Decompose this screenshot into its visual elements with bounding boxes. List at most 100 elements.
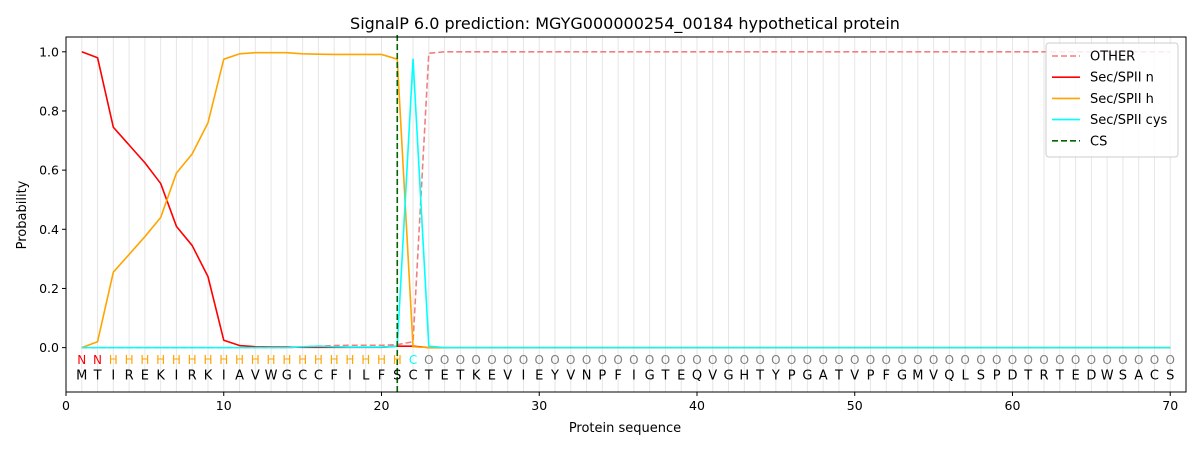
sequence-letter: E <box>1071 369 1079 384</box>
y-axis-label: Probability <box>15 180 30 249</box>
sequence-letter: P <box>867 369 875 384</box>
x-tick-label: 70 <box>1162 398 1178 413</box>
sequence-letter: G <box>723 369 733 384</box>
x-tick-label: 50 <box>847 398 863 413</box>
sequence-letter: T <box>1023 369 1032 384</box>
state-letter: O <box>629 353 638 367</box>
sequence-letter: Y <box>771 369 780 384</box>
state-letter: O <box>503 353 512 367</box>
state-letter: H <box>298 353 307 367</box>
y-tick-label: 0.6 <box>39 163 59 178</box>
legend: OTHER Sec/SPII n Sec/SPII h Sec/SPII cys CS <box>1045 42 1179 158</box>
sequence-letter: W <box>265 369 278 384</box>
state-letter: C <box>409 353 417 367</box>
sequence-letter: V <box>850 369 859 384</box>
state-letter: O <box>976 353 985 367</box>
sequence-letter: M <box>912 369 923 384</box>
state-letter: O <box>661 353 670 367</box>
sequence-letter: I <box>632 369 636 384</box>
state-letter: H <box>330 353 339 367</box>
sequence-letter: E <box>677 369 685 384</box>
state-letter: N <box>77 353 86 367</box>
state-letter: O <box>535 353 544 367</box>
state-letter: H <box>156 353 165 367</box>
state-letter: O <box>1008 353 1017 367</box>
state-letter: O <box>471 353 480 367</box>
state-letter: O <box>834 353 843 367</box>
state-letter: O <box>456 353 465 367</box>
sequence-letter: V <box>929 369 938 384</box>
sequence-letter: K <box>156 369 165 384</box>
y-tick-label: 1.0 <box>39 44 59 59</box>
sequence-letter: G <box>897 369 907 384</box>
sequence-letter: I <box>111 369 115 384</box>
sequence-letter: T <box>834 369 843 384</box>
state-letter: H <box>345 353 354 367</box>
state-letter: H <box>314 353 323 367</box>
state-letter: O <box>929 353 938 367</box>
sequence-letter: V <box>566 369 575 384</box>
y-tick-label: 0.2 <box>39 281 59 296</box>
y-tick-label: 0.8 <box>39 103 59 118</box>
chart-title: SignalP 6.0 prediction: MGYG000000254_00… <box>350 14 900 34</box>
legend-label: CS <box>1090 134 1107 149</box>
state-letter: H <box>393 353 402 367</box>
sequence-letter: P <box>993 369 1001 384</box>
state-letter: O <box>897 353 906 367</box>
sequence-letter: F <box>378 369 385 384</box>
state-letter: O <box>787 353 796 367</box>
legend-label: Sec/SPII cys <box>1090 113 1168 128</box>
state-letter: O <box>582 353 591 367</box>
state-letter: O <box>519 353 528 367</box>
sequence-letter: F <box>330 369 337 384</box>
sequence-letter: E <box>488 369 496 384</box>
sequence-letter: K <box>472 369 481 384</box>
state-letter: O <box>1165 353 1174 367</box>
sequence-letter: D <box>1086 369 1096 384</box>
sequence-letter: N <box>582 369 592 384</box>
y-tick-label: 0.0 <box>39 340 59 355</box>
sequence-letter: W <box>1101 369 1114 384</box>
sequence-letter: T <box>755 369 764 384</box>
state-letter: O <box>1134 353 1143 367</box>
state-letter: O <box>598 353 607 367</box>
sequence-letter: C <box>298 369 307 384</box>
state-letter: O <box>440 353 449 367</box>
legend-label: OTHER <box>1090 50 1135 65</box>
state-letter: H <box>219 353 228 367</box>
sequence-letter: I <box>175 369 179 384</box>
sequence-letter: E <box>535 369 543 384</box>
state-letter: O <box>992 353 1001 367</box>
sequence-letter: F <box>614 369 621 384</box>
state-letter: O <box>945 353 954 367</box>
sequence-letter: C <box>409 369 418 384</box>
state-letter: H <box>188 353 197 367</box>
state-letter: H <box>361 353 370 367</box>
state-letter: O <box>1150 353 1159 367</box>
sequence-letter: A <box>819 369 828 384</box>
sequence-letter: M <box>76 369 87 384</box>
sequence-letter: F <box>883 369 890 384</box>
x-tick-label: 40 <box>689 398 705 413</box>
sequence-letter: E <box>141 369 149 384</box>
state-letter: O <box>882 353 891 367</box>
state-letter: O <box>708 353 717 367</box>
state-letter: O <box>645 353 654 367</box>
x-tick-label: 20 <box>374 398 390 413</box>
state-letter: O <box>818 353 827 367</box>
state-letter: O <box>724 353 733 367</box>
state-letter: O <box>487 353 496 367</box>
sequence-letter: T <box>660 369 669 384</box>
sequence-letter: S <box>1119 369 1127 384</box>
sequence-letter: A <box>1134 369 1143 384</box>
sequence-letter: Q <box>692 369 702 384</box>
state-letter: O <box>1102 353 1111 367</box>
sequence-letter: T <box>455 369 464 384</box>
state-letter: O <box>550 353 559 367</box>
sequence-letter: P <box>788 369 796 384</box>
state-letter: H <box>267 353 276 367</box>
state-letter: O <box>424 353 433 367</box>
state-letter: O <box>1055 353 1064 367</box>
sequence-letter: L <box>962 369 970 384</box>
sequence-letter: L <box>362 369 370 384</box>
